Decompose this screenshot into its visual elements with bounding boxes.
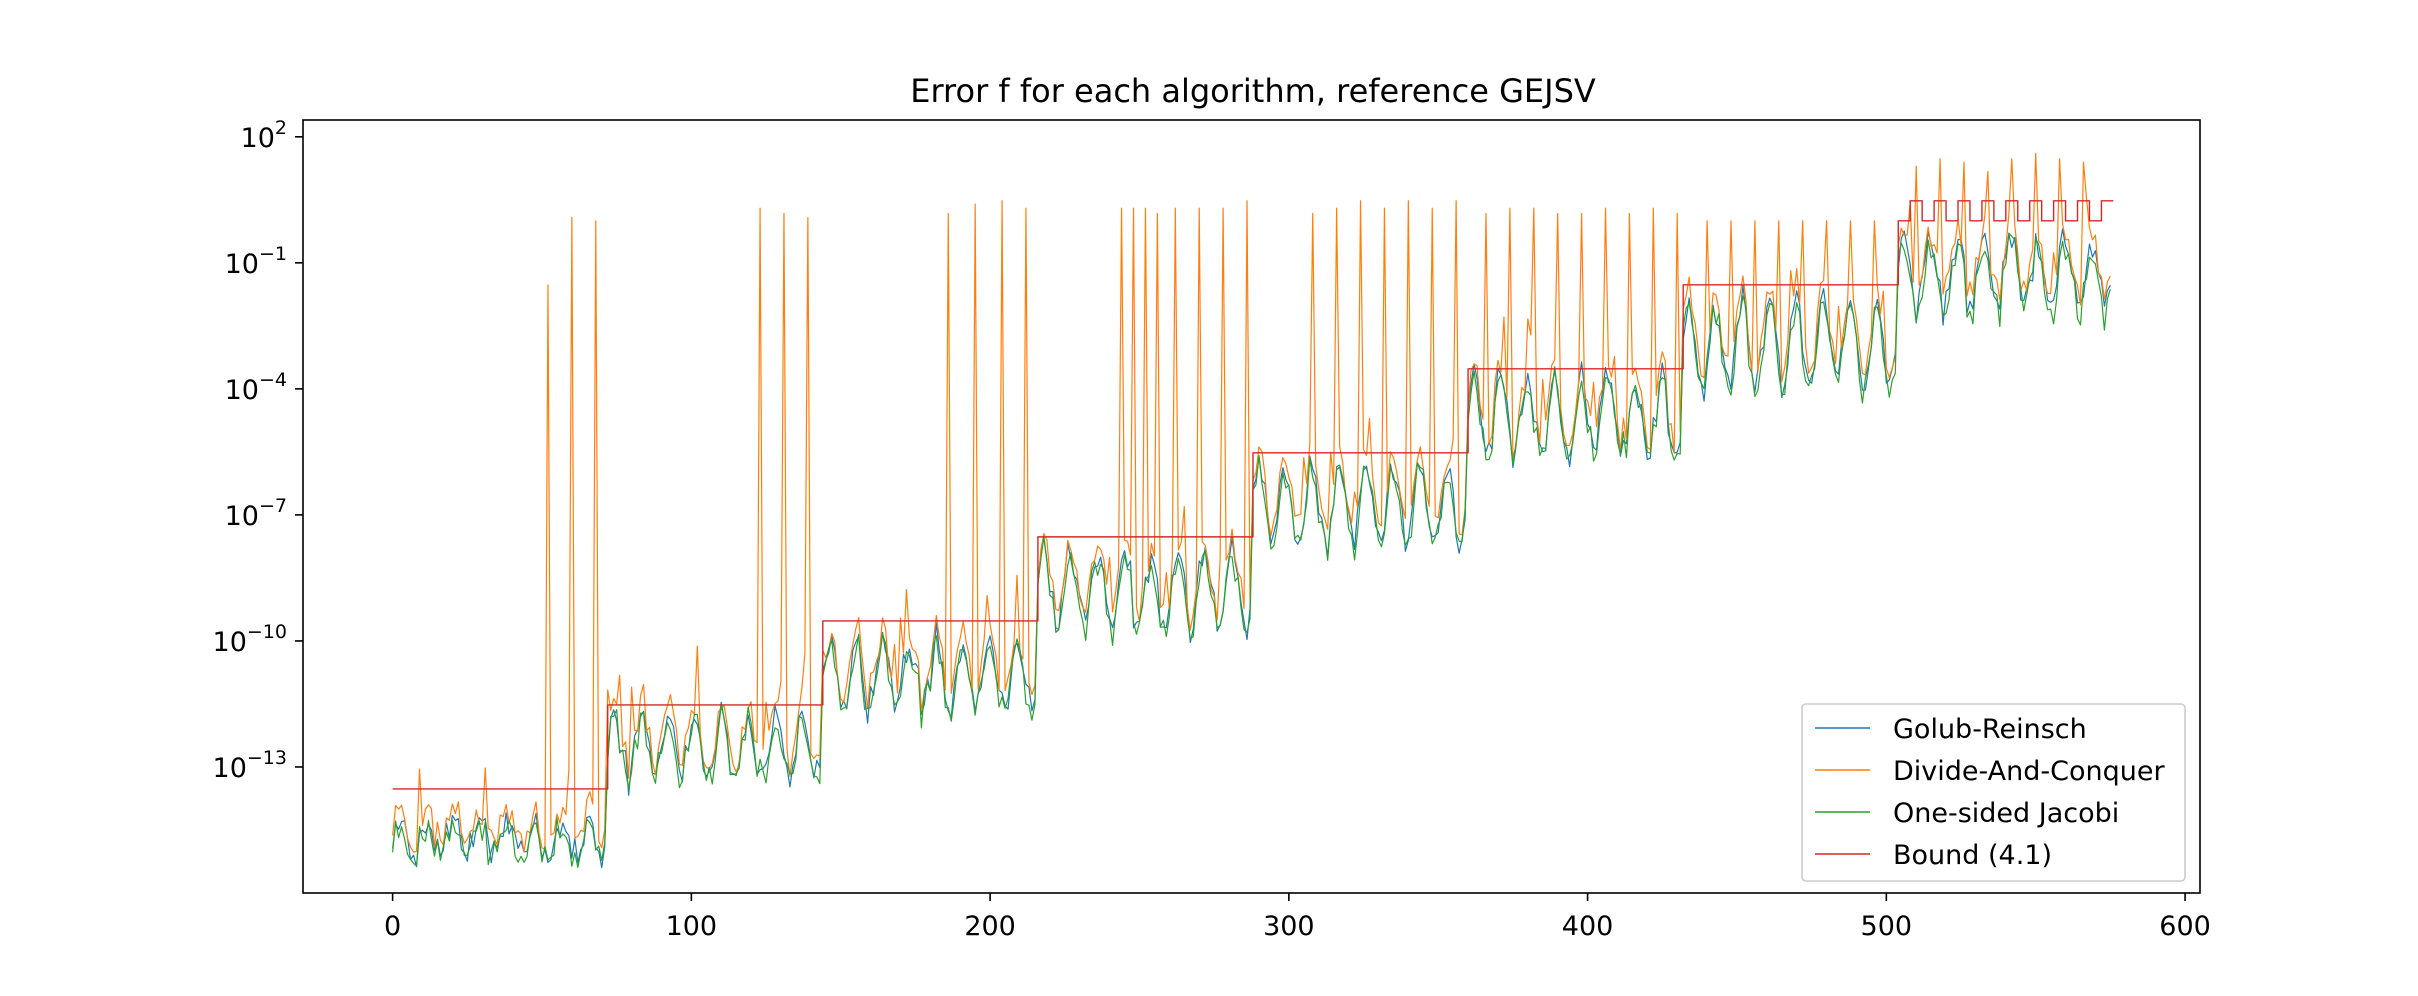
series-layer <box>392 152 2114 869</box>
legend-item-golub-reinsch: Golub-Reinsch <box>1815 714 2087 745</box>
legend-item-bound: Bound (4.1) <box>1815 840 2052 871</box>
legend-label: Golub-Reinsch <box>1893 714 2087 745</box>
legend-label: Bound (4.1) <box>1893 840 2052 871</box>
x-tick-label: 500 <box>1861 911 1913 942</box>
legend-box <box>1801 703 2186 882</box>
x-tick-label: 100 <box>666 911 718 942</box>
legend-item-one-sided-jacobi: One-sided Jacobi <box>1815 798 2119 829</box>
chart-title: Error f for each algorithm, reference GE… <box>910 72 1596 110</box>
x-tick-label: 400 <box>1562 911 1614 942</box>
series-line-bound-4-1 <box>392 200 2114 790</box>
y-tick-label: 10−4 <box>225 369 287 406</box>
x-tick-label: 0 <box>384 911 401 942</box>
x-tick-label: 600 <box>2159 911 2211 942</box>
x-axis: 0 100 200 300 400 500 600 <box>384 893 2211 942</box>
y-tick-label: 10−7 <box>225 495 287 532</box>
series-line-one-sided-jacobi <box>392 232 2111 868</box>
legend-item-divide-and-conquer: Divide-And-Conquer <box>1815 756 2165 787</box>
legend-label: One-sided Jacobi <box>1893 798 2119 829</box>
legend: Golub-Reinsch Divide-And-Conquer One-sid… <box>1801 703 2186 882</box>
x-tick-label: 200 <box>964 911 1016 942</box>
x-tick-label: 300 <box>1263 911 1315 942</box>
plot-frame <box>302 119 2201 894</box>
legend-label: Divide-And-Conquer <box>1893 756 2165 787</box>
